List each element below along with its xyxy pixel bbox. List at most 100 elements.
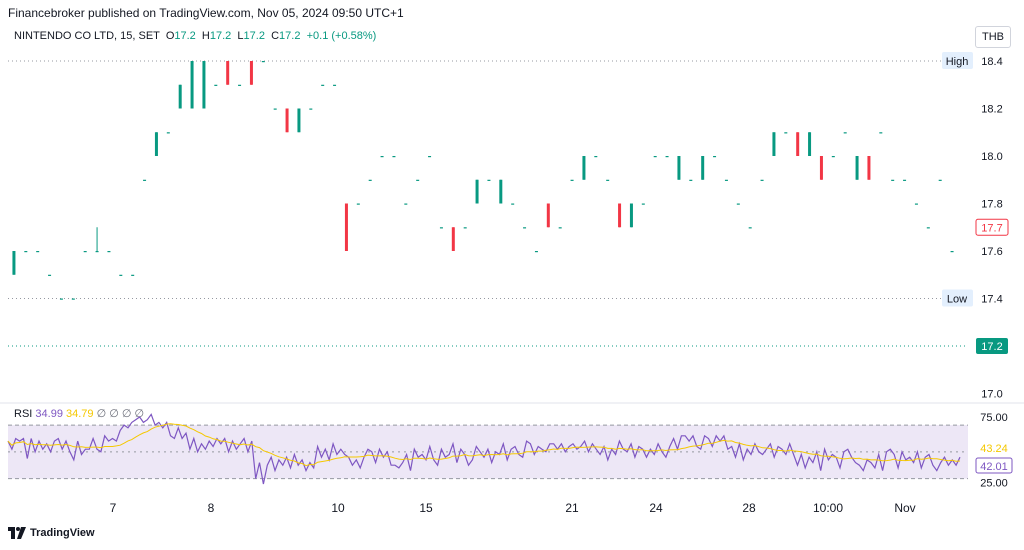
time-axis-label: 10:00	[813, 501, 843, 515]
rsi-ma-value: 34.79	[66, 408, 94, 420]
candle-body	[855, 156, 859, 180]
high-badge	[942, 52, 973, 69]
rsi-value-badge	[975, 457, 1013, 474]
candle-body	[677, 156, 681, 180]
candle-body	[736, 203, 740, 205]
time-axis-label: 28	[742, 501, 756, 515]
candle-body	[606, 179, 610, 181]
candle-body	[819, 156, 823, 180]
candle-body	[356, 203, 360, 205]
candle-body	[416, 179, 420, 181]
candle-body	[760, 179, 764, 181]
rsi-value: 34.99	[35, 408, 63, 420]
symbol-name: NINTENDO CO LTD, 15, SET	[14, 30, 160, 42]
tradingview-logo-icon	[8, 527, 26, 539]
candle-body	[843, 132, 847, 134]
candle-body	[950, 251, 954, 253]
candle-body	[618, 203, 622, 228]
candle-body	[439, 227, 443, 229]
rsi-value-badge-label: 42.01	[980, 461, 1008, 473]
low-badge-label: Low	[947, 294, 967, 306]
candle-body	[796, 132, 800, 156]
candle-body	[321, 84, 325, 86]
grid-layer	[8, 60, 968, 347]
candle-body	[380, 156, 384, 158]
candle-body	[143, 179, 147, 181]
candle-body	[309, 108, 313, 110]
candle-body	[701, 156, 705, 180]
open-label: O	[165, 30, 175, 42]
candle-body	[24, 251, 28, 253]
candle-body	[689, 179, 693, 181]
candle-body	[879, 132, 883, 134]
low-label: L	[237, 30, 244, 42]
candle-body	[214, 84, 218, 86]
candle-body	[48, 274, 52, 276]
close-value: 17.2	[279, 30, 301, 42]
candle-body	[558, 227, 562, 229]
last-value-badge	[975, 218, 1009, 236]
candle-body	[333, 84, 337, 86]
time-axis-label: 7	[110, 501, 117, 515]
candle-body	[867, 156, 871, 180]
rsi-panel	[0, 402, 1024, 485]
candle-body	[12, 251, 16, 275]
rsi-line	[7, 413, 961, 485]
candle-body	[926, 227, 930, 229]
candle-body	[511, 203, 515, 205]
rsi-legend: RSI 34.99 34.79 ∅ ∅ ∅ ∅	[14, 407, 144, 420]
candle-body	[131, 274, 135, 276]
candle-body	[428, 156, 432, 158]
candle-body	[71, 298, 75, 300]
candle-body	[713, 156, 717, 158]
currency-button[interactable]: THB	[975, 26, 1011, 48]
rsi-ma-badge-label: 43.24	[980, 443, 1008, 455]
candle-body	[784, 132, 788, 134]
time-axis-label: 10	[331, 501, 345, 515]
candle-body	[273, 108, 277, 110]
candle-body	[404, 203, 408, 205]
change-value: +0.1 (+0.58%)	[306, 30, 377, 42]
price-tick-label: 18.2	[981, 104, 1002, 116]
high-badge-label: High	[946, 56, 969, 68]
candle-body	[166, 132, 170, 134]
axis-layer: 18.4 18.2 18.0 17.8 17.6 17.4 17.2 17.0 High Low 1…	[110, 52, 1013, 515]
candle-body	[36, 251, 40, 253]
rsi-placeholders: ∅ ∅ ∅ ∅	[96, 408, 145, 420]
time-axis-label: 24	[649, 501, 663, 515]
time-axis-label: Nov	[894, 501, 915, 515]
candle-body	[534, 251, 538, 253]
low-badge	[942, 289, 973, 307]
candle-body	[831, 156, 835, 158]
candle-body	[297, 108, 301, 133]
candle-body	[523, 227, 527, 229]
candle-body	[95, 251, 99, 253]
price-tick-label: 17.0	[981, 389, 1002, 401]
price-tick-label: 17.8	[981, 199, 1002, 211]
candle-body	[665, 156, 669, 158]
candle-body	[629, 203, 633, 228]
price-tick-label: 17.6	[981, 246, 1002, 258]
time-axis-label: 21	[565, 501, 579, 515]
candle-body	[938, 179, 942, 181]
candle-body	[451, 227, 455, 251]
time-axis-label: 15	[419, 501, 433, 515]
candle-body	[891, 179, 895, 181]
candle-body	[392, 156, 396, 158]
candle-body	[582, 156, 586, 180]
candle-body	[154, 132, 158, 156]
candle-body	[285, 108, 289, 133]
candle-body	[594, 156, 598, 158]
candle-body	[903, 179, 907, 181]
high-label: H	[201, 30, 210, 42]
candle-body	[724, 179, 728, 181]
open-value: 17.2	[174, 30, 196, 42]
candle-body	[772, 132, 776, 156]
candle-body	[107, 251, 111, 253]
rsi-ma-badge	[976, 441, 1012, 455]
high-value: 17.2	[209, 30, 232, 42]
candle-body	[59, 298, 63, 300]
publish-caption: Financebroker published on TradingView.c…	[8, 6, 404, 20]
current-price-label: 17.2	[981, 341, 1002, 353]
